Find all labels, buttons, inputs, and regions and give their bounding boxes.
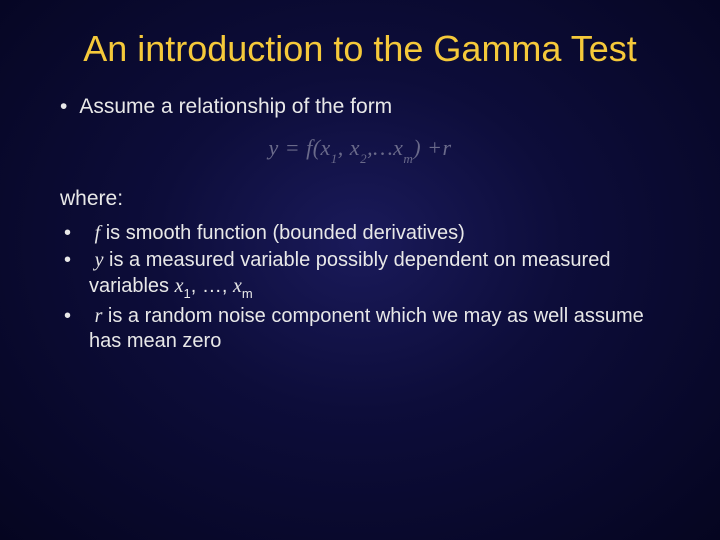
slide-title: An introduction to the Gamma Test — [54, 28, 666, 69]
sub-bullet-2-text: y is a measured variable possibly depend… — [89, 248, 666, 301]
main-bullet: • Assume a relationship of the form — [60, 95, 666, 119]
sub-bullet-list: • f is smooth function (bounded derivati… — [60, 221, 666, 355]
bullet-dot-icon: • — [64, 248, 71, 301]
eq-arg1-sub: 1 — [331, 151, 338, 166]
sub-bullet-3: • r is a random noise component which we… — [60, 304, 666, 355]
sub-bullet-3-text: r is a random noise component which we m… — [89, 304, 666, 355]
where-label: where: — [60, 187, 666, 211]
eq-arg2-sub: 2 — [360, 151, 367, 166]
eq-argm-base: x — [393, 135, 403, 160]
eq-equals: = — [285, 135, 300, 160]
sub-bullet-1-rest: is smooth function (bounded derivatives) — [100, 222, 465, 244]
bullet-dot-icon: • — [64, 221, 71, 247]
equation: y = f(x1, x2,…xm) +r — [54, 135, 666, 164]
eq-lhs: y — [268, 135, 278, 160]
main-bullet-text: Assume a relationship of the form — [79, 95, 392, 119]
var-x1: x — [175, 275, 184, 297]
sub-bullet-3-rest: is a random noise component which we may… — [89, 305, 644, 353]
bullet-dot-icon: • — [60, 95, 67, 119]
eq-arg1-base: x — [321, 135, 331, 160]
sub-bullet-1-text: f is smooth function (bounded derivative… — [89, 221, 666, 247]
bullet-dot-icon: • — [64, 304, 71, 355]
eq-arg2-base: x — [350, 135, 360, 160]
sub-bullet-2: • y is a measured variable possibly depe… — [60, 248, 666, 301]
eq-argm-sub: m — [403, 151, 413, 166]
eq-close: ) — [413, 135, 421, 160]
var-x1-sub: 1 — [184, 286, 191, 301]
sub-bullet-2-rest: is a measured variable possibly dependen… — [89, 249, 610, 297]
sub-bullet-1: • f is smooth function (bounded derivati… — [60, 221, 666, 247]
var-xm-sub: m — [242, 286, 253, 301]
eq-open: ( — [313, 135, 321, 160]
eq-plus: + — [427, 135, 442, 160]
eq-func: f — [306, 135, 313, 160]
var-xm: x — [233, 275, 242, 297]
eq-noise: r — [442, 135, 451, 160]
